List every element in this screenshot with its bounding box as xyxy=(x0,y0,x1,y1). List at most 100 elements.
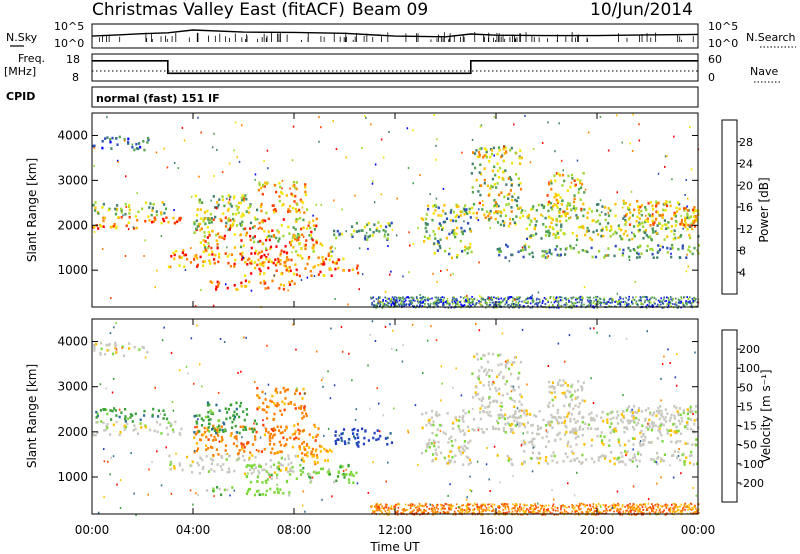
range-cell xyxy=(638,217,641,220)
range-cell xyxy=(431,453,435,456)
range-cell xyxy=(172,430,175,434)
range-cell xyxy=(576,238,579,242)
range-cell xyxy=(678,256,681,259)
y-tick-label: 4000 xyxy=(57,128,88,142)
range-cell xyxy=(471,190,474,194)
range-cell xyxy=(115,414,118,417)
range-cell xyxy=(230,224,233,228)
range-cell xyxy=(124,408,127,411)
range-cell xyxy=(641,221,644,225)
noise-cell xyxy=(184,269,187,271)
range-cell xyxy=(229,416,232,420)
range-cell xyxy=(657,455,660,459)
range-cell xyxy=(689,418,692,421)
noise-cell xyxy=(263,159,265,162)
ground-scatter-cell xyxy=(427,303,429,305)
range-cell xyxy=(427,207,430,211)
ground-scatter-cell xyxy=(409,511,411,514)
range-cell xyxy=(210,434,213,437)
range-cell xyxy=(242,428,245,432)
range-cell xyxy=(305,239,308,242)
range-cell xyxy=(558,210,561,213)
range-cell xyxy=(622,415,625,418)
range-cell xyxy=(436,428,439,431)
noise-cell xyxy=(106,116,108,119)
range-cell xyxy=(156,430,159,434)
ground-scatter-cell xyxy=(532,301,534,304)
noise-cell xyxy=(345,230,347,233)
ground-scatter-cell xyxy=(684,509,686,511)
range-cell xyxy=(352,474,355,478)
range-cell xyxy=(656,256,659,259)
noise-cell xyxy=(599,116,602,118)
ground-scatter-cell xyxy=(539,299,541,301)
ground-scatter-cell xyxy=(443,296,445,299)
ground-scatter-cell xyxy=(515,301,517,303)
ground-scatter-cell xyxy=(422,505,424,507)
range-cell xyxy=(594,255,598,259)
range-cell xyxy=(160,221,163,225)
noise-cell xyxy=(364,115,366,117)
range-cell xyxy=(283,264,286,267)
range-cell xyxy=(267,471,270,475)
range-cell xyxy=(519,181,522,185)
range-cell xyxy=(274,207,277,211)
range-cell xyxy=(518,424,521,428)
range-cell xyxy=(686,214,689,217)
range-cell xyxy=(536,428,540,431)
range-cell xyxy=(277,403,280,407)
range-cell xyxy=(469,216,472,219)
range-cell xyxy=(551,205,555,208)
range-cell xyxy=(464,208,467,212)
range-cell xyxy=(496,375,499,379)
range-cell xyxy=(285,251,288,255)
range-cell xyxy=(568,202,571,206)
range-cell xyxy=(637,418,640,422)
ground-scatter-cell xyxy=(517,509,519,512)
range-cell xyxy=(674,236,677,240)
range-cell xyxy=(276,487,279,491)
range-cell xyxy=(208,253,211,257)
freq-label-line1: Freq. xyxy=(18,52,45,65)
range-cell xyxy=(465,247,468,250)
ground-scatter-cell xyxy=(402,509,405,512)
freq-strip-frame xyxy=(91,53,699,82)
ground-scatter-cell xyxy=(512,507,515,510)
range-cell xyxy=(99,351,102,355)
noise-cell xyxy=(378,300,381,303)
noise-cell xyxy=(670,252,672,255)
range-cell xyxy=(447,441,450,444)
range-cell xyxy=(265,489,268,493)
range-cell xyxy=(515,215,518,218)
range-cell xyxy=(562,210,565,214)
ground-scatter-cell xyxy=(491,510,493,513)
ground-scatter-cell xyxy=(537,302,540,304)
range-cell xyxy=(681,223,684,227)
range-cell xyxy=(207,218,210,222)
range-cell xyxy=(472,151,475,154)
ground-scatter-cell xyxy=(574,509,576,512)
ground-scatter-cell xyxy=(572,304,575,307)
range-cell xyxy=(437,440,440,444)
range-cell xyxy=(651,422,654,425)
range-cell xyxy=(476,352,479,356)
range-cell xyxy=(190,464,193,468)
noise-cell xyxy=(382,156,385,159)
range-cell xyxy=(570,430,574,433)
noise-cell xyxy=(435,144,437,147)
ground-scatter-cell xyxy=(429,304,431,307)
ground-scatter-cell xyxy=(441,296,444,298)
range-cell xyxy=(92,144,95,148)
range-cell xyxy=(281,192,284,195)
noise-cell xyxy=(493,154,495,157)
range-cell xyxy=(127,221,130,225)
range-cell xyxy=(210,217,213,220)
freq-series xyxy=(92,60,698,75)
range-cell xyxy=(432,230,435,233)
range-cell xyxy=(686,408,689,411)
ground-scatter-cell xyxy=(407,296,410,299)
range-cell xyxy=(421,426,424,430)
ground-scatter-cell xyxy=(509,296,511,299)
range-cell xyxy=(592,230,595,234)
range-cell xyxy=(479,184,483,187)
